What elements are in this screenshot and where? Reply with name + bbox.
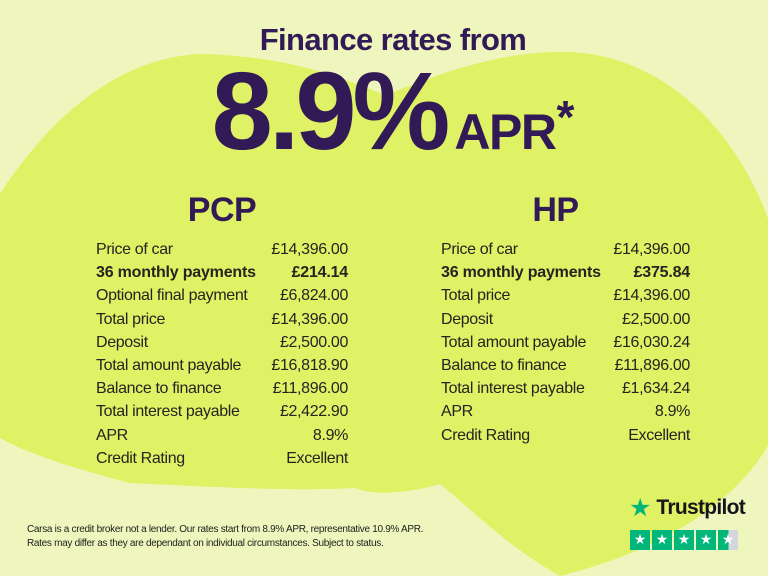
pcp-table: PCP Price of car £14,396.00 36 monthly pa…	[96, 192, 348, 470]
pcp-table-title: PCP	[187, 191, 257, 229]
row-value: £2,500.00	[621, 310, 690, 328]
row-label: Balance to finance	[441, 357, 567, 375]
disclaimer-text: Carsa is a credit broker not a lender. O…	[27, 523, 447, 551]
row-value: £1,634.24	[621, 380, 690, 398]
table-row: Credit Rating Excellent	[96, 447, 348, 470]
star-box-half-icon: ★	[718, 530, 738, 550]
disclaimer-line-2: Rates may differ as they are dependant o…	[27, 538, 384, 549]
hp-table-title: HP	[532, 191, 579, 229]
row-value: Excellent	[628, 426, 690, 444]
rate-asterisk: *	[556, 91, 575, 143]
row-label: APR	[441, 403, 473, 421]
table-row: Balance to finance £11,896.00	[96, 377, 348, 400]
table-row: Deposit £2,500.00	[441, 308, 690, 331]
row-label: Total amount payable	[96, 357, 242, 375]
row-label: Total interest payable	[96, 403, 240, 421]
row-value: 8.9%	[654, 403, 690, 421]
row-value: £2,422.90	[279, 403, 348, 421]
table-row: Price of car £14,396.00	[96, 238, 348, 261]
star-box-full-icon: ★	[630, 530, 650, 550]
trustpilot-rating-stars: ★ ★ ★ ★ ★	[630, 530, 738, 550]
table-row: Balance to finance £11,896.00	[441, 354, 690, 377]
row-value: £14,396.00	[613, 287, 690, 305]
row-label: Deposit	[96, 333, 148, 351]
disclaimer-line-1: Carsa is a credit broker not a lender. O…	[27, 524, 424, 535]
table-row: Total price £14,396.00	[96, 308, 348, 331]
star-box-full-icon: ★	[674, 530, 694, 550]
table-row: Total interest payable £1,634.24	[441, 377, 690, 400]
table-row: Total price £14,396.00	[441, 284, 690, 307]
row-label: Price of car	[441, 241, 518, 258]
row-label: 36 monthly payments	[441, 264, 601, 282]
row-value: £16,818.90	[271, 357, 348, 375]
banner-title: Finance rates from	[259, 22, 527, 57]
trustpilot-logo: ★ Trustpilot	[629, 493, 746, 522]
row-label: 36 monthly payments	[96, 264, 256, 282]
row-label: APR	[96, 426, 128, 444]
rate-value: 8.9%	[211, 50, 451, 173]
table-row: 36 monthly payments £375.84	[441, 261, 690, 284]
star-box-full-icon: ★	[696, 530, 716, 550]
rate-apr-label: APR	[454, 104, 557, 160]
row-value: £14,396.00	[613, 241, 690, 258]
row-label: Optional final payment	[96, 287, 248, 305]
row-label: Total price	[96, 310, 166, 328]
table-row: Optional final payment £6,824.00	[96, 284, 348, 307]
row-label: Total interest payable	[441, 380, 585, 398]
row-label: Price of car	[96, 241, 173, 258]
row-value: £2,500.00	[279, 333, 348, 351]
rate-headline: 8.9% APR *	[9, 57, 768, 167]
trustpilot-wordmark: Trustpilot	[656, 495, 746, 519]
table-row: 36 monthly payments £214.14	[96, 261, 348, 284]
table-row: Credit Rating Excellent	[441, 424, 690, 447]
row-label: Deposit	[441, 310, 493, 328]
table-row: Total interest payable £2,422.90	[96, 400, 348, 423]
hp-table: HP Price of car £14,396.00 36 monthly pay…	[441, 192, 690, 447]
hp-rows: Price of car £14,396.00 36 monthly paymen…	[441, 238, 690, 447]
green-blob-shape	[0, 51, 768, 576]
row-value: £16,030.24	[613, 333, 690, 351]
row-value: £14,396.00	[271, 310, 348, 328]
row-label: Credit Rating	[96, 449, 185, 467]
trustpilot-star-icon: ★	[629, 493, 652, 522]
table-row: Price of car £14,396.00	[441, 238, 690, 261]
row-value: £375.84	[633, 264, 691, 282]
pcp-rows: Price of car £14,396.00 36 monthly paymen…	[96, 238, 348, 470]
table-row: Total amount payable £16,030.24	[441, 331, 690, 354]
row-value: £214.14	[291, 264, 349, 282]
row-value: £11,896.00	[272, 380, 349, 398]
table-row: Total amount payable £16,818.90	[96, 354, 348, 377]
star-box-full-icon: ★	[652, 530, 672, 550]
row-value: Excellent	[286, 449, 348, 467]
row-value: £11,896.00	[614, 357, 691, 375]
row-value: £6,824.00	[279, 287, 348, 305]
row-label: Credit Rating	[441, 426, 530, 444]
row-label: Total amount payable	[441, 333, 587, 351]
table-row: APR 8.9%	[96, 424, 348, 447]
row-label: Balance to finance	[96, 380, 222, 398]
table-row: APR 8.9%	[441, 400, 690, 423]
row-value: 8.9%	[312, 426, 348, 444]
row-label: Total price	[441, 287, 511, 305]
table-row: Deposit £2,500.00	[96, 331, 348, 354]
row-value: £14,396.00	[271, 241, 348, 258]
